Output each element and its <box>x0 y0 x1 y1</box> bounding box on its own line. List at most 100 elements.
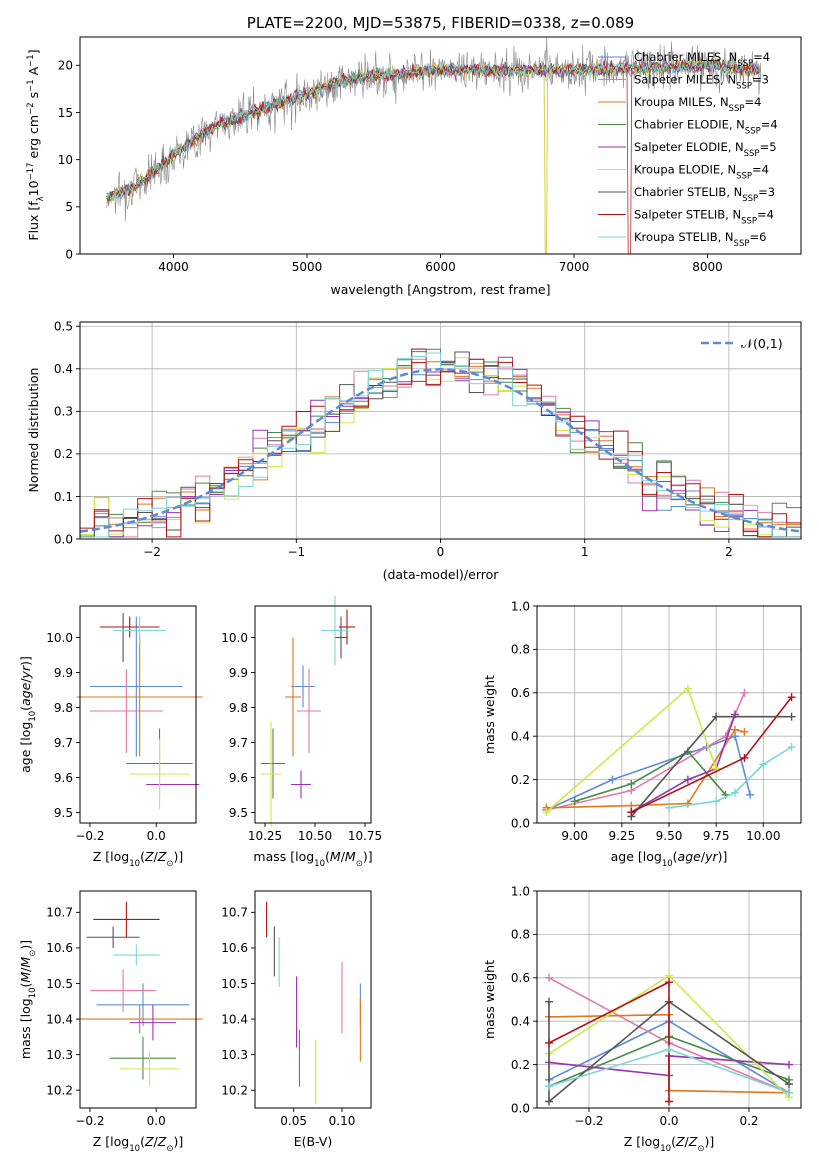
weight-marker-s_miles <box>545 973 553 982</box>
y-tick-label: 0.6 <box>511 971 530 985</box>
age-vs-mass-panel: 10.25 10.50 10.75 9.5 9.6 9.7 9.8 9.9 10.0 <box>221 595 382 843</box>
x-tick-label: 0.2 <box>739 1114 758 1128</box>
x-tick-label: −0.2 <box>75 829 104 843</box>
histogram-s_elodie <box>80 348 801 538</box>
y-tick-label: 9.5 <box>229 806 248 820</box>
x-tick-label: 9.50 <box>656 829 683 843</box>
x-tick-label: 7000 <box>559 260 590 274</box>
x-axis-label: (data-model)/error <box>383 567 500 582</box>
y-tick-label: 10.5 <box>221 977 248 991</box>
y-tick-label: 9.9 <box>229 666 248 680</box>
y-tick-label: 0 <box>65 247 73 261</box>
weight-line-s_miles <box>546 692 746 811</box>
legend-label: Chabrier MILES, NSSP=4 <box>634 50 770 69</box>
x-tick-label: 0 <box>437 545 445 559</box>
x-tick-label: 9.25 <box>608 829 635 843</box>
y-tick-label: 9.6 <box>229 771 248 785</box>
y-tick-label: 0.0 <box>54 532 73 546</box>
weight-marker-s_elodie <box>785 1060 793 1069</box>
weight-marker-k_stelib <box>787 743 796 752</box>
y-tick-label: 0.5 <box>54 320 73 334</box>
y-tick-label: 10.7 <box>221 906 248 920</box>
y-tick-label: 10.6 <box>221 941 248 955</box>
x-tick-label: 8000 <box>692 260 723 274</box>
legend-label: Chabrier STELIB, NSSP=3 <box>634 185 775 204</box>
y-tick-label: 0.2 <box>54 447 73 461</box>
y-tick-label: 0.2 <box>511 773 530 787</box>
y-tick-label: 9.9 <box>54 666 73 680</box>
x-tick-label: −2 <box>143 545 161 559</box>
legend-label: 𝒩(0,1) <box>741 336 783 351</box>
residual-histogram-panel: −2 −1 0 1 2 0.0 0.1 0.2 0.3 0.4 0.5 <box>54 320 802 559</box>
weight-marker-k_stelib <box>731 788 739 797</box>
x-tick-label: 9.75 <box>703 829 730 843</box>
y-tick-label: 0.0 <box>511 816 530 830</box>
weight-marker-s_stelib <box>665 1097 673 1106</box>
x-axis-label: Z [log10(Z/Z⊙)] <box>93 849 183 869</box>
y-tick-label: 0.4 <box>511 1015 530 1029</box>
x-tick-label: 6000 <box>425 260 456 274</box>
weight-marker-k_stelib <box>785 1088 793 1097</box>
y-tick-label: 10.2 <box>46 1084 73 1098</box>
weight-marker-k_stelib <box>545 1082 553 1091</box>
y-tick-label: 10.0 <box>221 631 248 645</box>
y-tick-label: 5 <box>65 200 73 214</box>
histogram-s_stelib <box>80 358 801 538</box>
weight-marker-s_stelib <box>627 808 636 817</box>
x-tick-label: 0.05 <box>280 1114 307 1128</box>
axes-frame <box>254 890 372 1109</box>
legend-label: Salpeter MILES, NSSP=3 <box>634 73 769 92</box>
legend-label: Kroupa MILES, NSSP=4 <box>634 95 761 114</box>
y-tick-label: 10.5 <box>46 977 73 991</box>
y-tick-label: 10.6 <box>46 941 73 955</box>
x-tick-label: 10.50 <box>298 829 332 843</box>
x-axis-label: Z [log10(Z/Z⊙)] <box>93 1134 183 1154</box>
mass-vs-metallicity-panel: −0.2 0.0 10.2 10.3 10.4 10.5 10.6 10.7 <box>46 890 203 1128</box>
x-tick-label: 4000 <box>158 260 189 274</box>
histogram-k_stelib <box>80 352 801 538</box>
y-tick-label: 1.0 <box>511 599 530 613</box>
y-tick-label: 10 <box>58 153 73 167</box>
weight-line-s_elodie <box>630 714 736 813</box>
x-axis-label: wavelength [Angstrom, rest frame] <box>330 282 550 297</box>
y-tick-label: 9.5 <box>54 806 73 820</box>
normal-curve <box>79 368 802 533</box>
weight-marker-s_stelib <box>787 693 796 702</box>
x-tick-label: 0.0 <box>147 1114 166 1128</box>
weight-marker-c_miles <box>608 775 617 784</box>
y-tick-label: 10.4 <box>46 1012 73 1026</box>
y-tick-label: 10.0 <box>46 631 73 645</box>
y-tick-label: 0.1 <box>54 490 73 504</box>
y-axis-label: mass [log10(M/M⊙)] <box>18 940 38 1059</box>
weight-marker-c_stelib <box>785 1080 793 1089</box>
weight-marker-c_elodie <box>627 779 636 788</box>
x-tick-label: −0.2 <box>75 1114 104 1128</box>
y-tick-label: 0.6 <box>511 686 530 700</box>
x-tick-label: −0.2 <box>574 1114 603 1128</box>
x-tick-label: 2 <box>725 545 733 559</box>
y-tick-label: 0.8 <box>511 928 530 942</box>
y-tick-label: 10.3 <box>46 1048 73 1062</box>
x-axis-label: mass [log10(M/M⊙)] <box>253 849 372 869</box>
weight-marker-k_miles <box>731 725 739 734</box>
weight-marker-k_miles <box>683 799 692 808</box>
x-tick-label: 10.25 <box>248 829 282 843</box>
y-tick-label: 0.4 <box>511 730 530 744</box>
weight-marker-c_stelib <box>712 712 721 721</box>
y-tick-label: 0.0 <box>511 1101 530 1115</box>
axes-frame <box>79 890 197 1109</box>
axes-frame <box>254 605 372 824</box>
model-spectrum-k_miles <box>106 57 761 255</box>
y-tick-label: 10.3 <box>221 1048 248 1062</box>
weight-marker-c_stelib <box>545 997 553 1006</box>
x-axis-label: Z [log10(Z/Z⊙)] <box>624 1134 714 1154</box>
legend-label: Chabrier ELODIE, NSSP=4 <box>634 118 778 137</box>
y-tick-label: 9.8 <box>229 701 248 715</box>
weight-marker-k_elodie <box>542 808 551 817</box>
y-tick-label: 0.3 <box>54 405 73 419</box>
axes-frame <box>79 605 197 824</box>
weight-marker-k_stelib <box>665 803 673 812</box>
y-axis-label: Flux [fλ10−17 erg cm−2 s−1 A−1] <box>26 49 46 240</box>
weight-marker-k_stelib <box>665 1045 673 1054</box>
